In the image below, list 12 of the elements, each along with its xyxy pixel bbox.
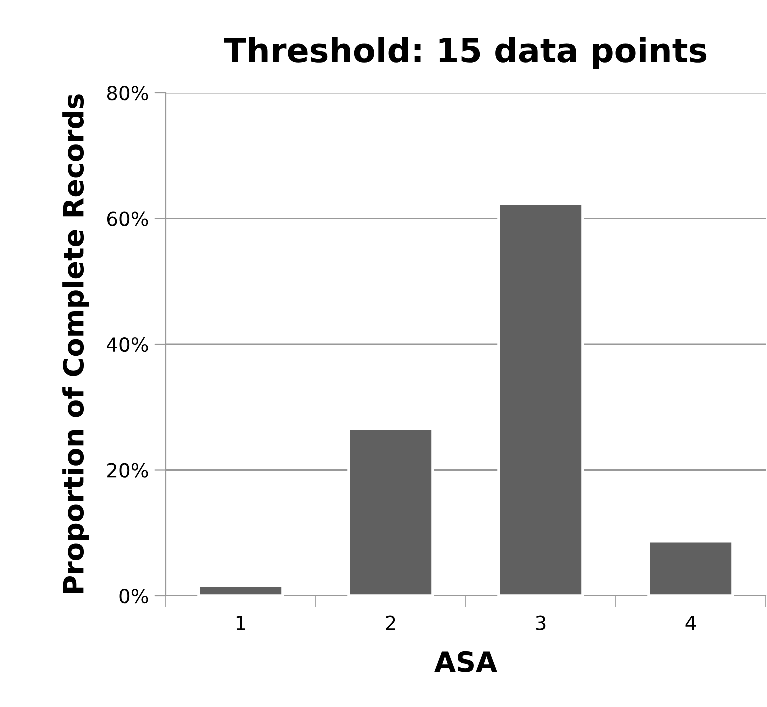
x-tick-label: 1 (236, 616, 246, 630)
y-tick-label: 40% (107, 337, 148, 352)
x-tick-label: 2 (386, 616, 396, 630)
x-axis-title: ASA (434, 651, 498, 672)
y-tick-label: 0% (120, 588, 148, 604)
y-tick-label: 80% (107, 86, 148, 101)
y-tick-label: 60% (107, 212, 148, 226)
x-tick-label: 3 (536, 616, 546, 630)
y-tick-label: 20% (108, 463, 148, 478)
chart-title: Threshold: 15 data points (224, 37, 707, 70)
x-tick-label: 4 (686, 616, 696, 630)
y-axis-title: Proportion of Complete Records (62, 94, 90, 594)
